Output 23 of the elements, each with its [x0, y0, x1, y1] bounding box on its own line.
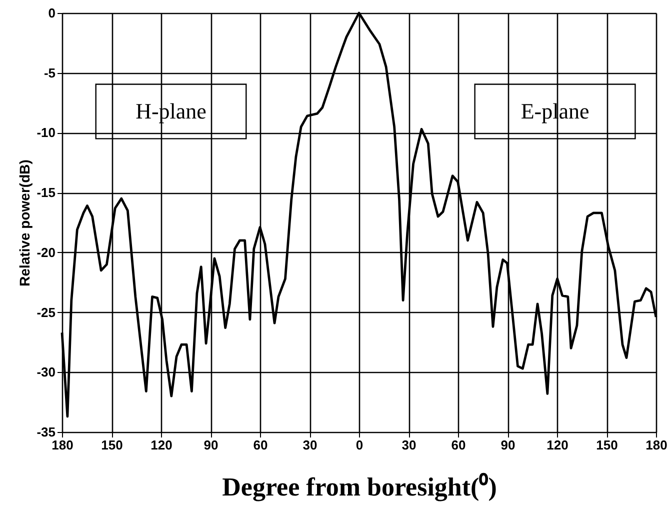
y-tick-label: -35	[36, 424, 56, 440]
y-tick-label: -10	[36, 125, 56, 140]
x-tick-label: 120	[546, 438, 568, 452]
y-tick-label: 0	[48, 6, 56, 20]
x-tick-label: 120	[150, 438, 172, 452]
x-tick-label: 180	[646, 438, 668, 452]
x-tick-label: 0	[356, 438, 364, 452]
x-tick-label: 90	[500, 438, 516, 452]
x-tick-label: 150	[596, 438, 618, 452]
x-tick-label: 30	[402, 438, 416, 452]
x-tick-label: 30	[302, 438, 318, 452]
y-axis-title: Relative power(dB)	[16, 160, 33, 286]
y-tick-label: -15	[36, 185, 56, 200]
x-axis-title: Degree from boresight(⁰)	[222, 472, 497, 502]
x-tick-label: 150	[101, 438, 123, 452]
y-tick-label: -5	[44, 65, 56, 80]
x-tick-label: 90	[204, 438, 218, 452]
y-tick-label: -30	[36, 364, 56, 380]
x-tick-label: 60	[253, 438, 268, 452]
y-tick-label: -25	[36, 304, 56, 320]
y-tick-label: -20	[36, 244, 56, 260]
x-tick-label: 60	[451, 438, 466, 452]
x-tick-label: 180	[52, 438, 74, 452]
